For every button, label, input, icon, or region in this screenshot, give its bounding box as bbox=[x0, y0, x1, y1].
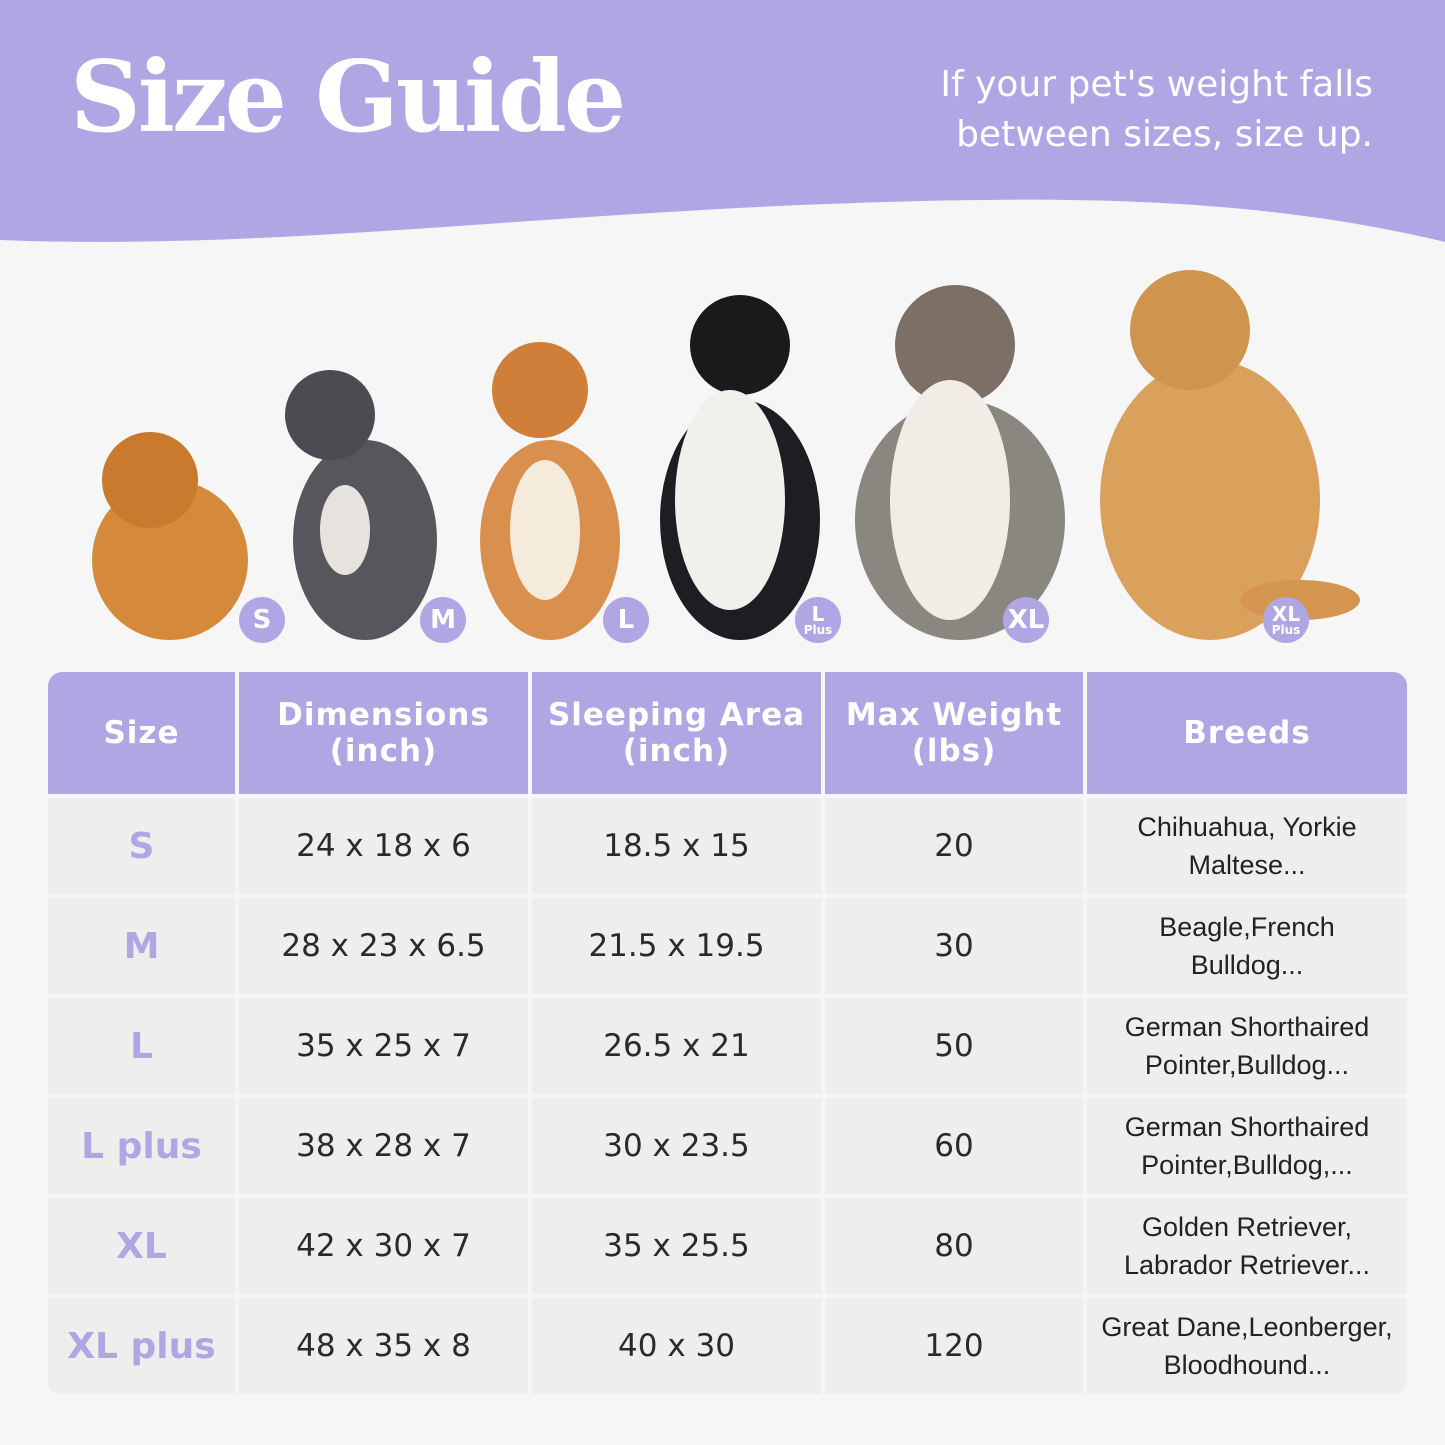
cell-size: L bbox=[48, 998, 235, 1094]
cell-dimensions: 24 x 18 x 6 bbox=[239, 798, 528, 894]
size-badge-xl: XL bbox=[1003, 597, 1049, 643]
badge-sublabel: Plus bbox=[803, 623, 833, 637]
cell-max-weight: 50 bbox=[825, 998, 1083, 1094]
header-unit: (inch) bbox=[622, 733, 731, 769]
size-table: Size Dimensions (inch) Sleeping Area (inch… bbox=[44, 668, 1411, 1398]
table-row: XL 42 x 30 x 7 35 x 25.5 80 Golden Retriever… bbox=[48, 1198, 1407, 1294]
size-badge-l: L bbox=[603, 597, 649, 643]
cell-max-weight: 80 bbox=[825, 1198, 1083, 1294]
breeds-line: Maltese... bbox=[1188, 850, 1306, 880]
breeds-line: Beagle,French bbox=[1159, 912, 1335, 942]
badge-label: S bbox=[252, 605, 272, 635]
table-header-row: Size Dimensions (inch) Sleeping Area (inch… bbox=[48, 672, 1407, 794]
header-size: Size bbox=[48, 672, 235, 794]
badge-label: M bbox=[430, 605, 456, 635]
cell-size: XL bbox=[48, 1198, 235, 1294]
breeds-line: Great Dane,Leonberger, bbox=[1101, 1312, 1393, 1342]
dog-golden-retriever bbox=[1100, 270, 1360, 640]
cell-max-weight: 60 bbox=[825, 1098, 1083, 1194]
header-max-weight: Max Weight (lbs) bbox=[825, 672, 1083, 794]
table-row: L 35 x 25 x 7 26.5 x 21 50 German Shorthaire… bbox=[48, 998, 1407, 1094]
dog-border-collie bbox=[660, 295, 820, 640]
header-banner bbox=[0, 0, 1445, 242]
badge-label: XL bbox=[1007, 605, 1045, 635]
cell-size: M bbox=[48, 898, 235, 994]
badge-sublabel: Plus bbox=[1271, 623, 1301, 637]
cell-dimensions: 48 x 35 x 8 bbox=[239, 1298, 528, 1394]
cell-sleeping-area: 21.5 x 19.5 bbox=[532, 898, 821, 994]
breeds-line: Pointer,Bulldog... bbox=[1144, 1050, 1350, 1080]
dog-australian-shepherd bbox=[855, 285, 1065, 640]
header-label: Size bbox=[103, 715, 180, 751]
cell-sleeping-area: 18.5 x 15 bbox=[532, 798, 821, 894]
tip-line: If your pet's weight falls bbox=[940, 64, 1373, 105]
cell-breeds: Great Dane,Leonberger, Bloodhound... bbox=[1087, 1298, 1407, 1394]
cell-sleeping-area: 35 x 25.5 bbox=[532, 1198, 821, 1294]
cell-size: XL plus bbox=[48, 1298, 235, 1394]
page-title: Size Guide bbox=[70, 40, 626, 155]
breeds-line: Bloodhound... bbox=[1163, 1350, 1331, 1380]
header-breeds: Breeds bbox=[1087, 672, 1407, 794]
cell-sleeping-area: 30 x 23.5 bbox=[532, 1098, 821, 1194]
size-badge-l-plus: L Plus bbox=[795, 597, 841, 643]
cell-dimensions: 35 x 25 x 7 bbox=[239, 998, 528, 1094]
header-label: Breeds bbox=[1183, 715, 1311, 751]
cell-max-weight: 30 bbox=[825, 898, 1083, 994]
header-label: Max Weight bbox=[845, 697, 1063, 733]
header-label: Sleeping Area bbox=[547, 697, 806, 733]
cell-size: L plus bbox=[48, 1098, 235, 1194]
breeds-line: Chihuahua, Yorkie bbox=[1137, 812, 1357, 842]
cell-breeds: German Shorthaired Pointer,Bulldog... bbox=[1087, 998, 1407, 1094]
dog-shiba-inu bbox=[480, 342, 620, 640]
cell-max-weight: 20 bbox=[825, 798, 1083, 894]
cell-dimensions: 38 x 28 x 7 bbox=[239, 1098, 528, 1194]
breeds-line: Golden Retriever, bbox=[1141, 1212, 1353, 1242]
header-unit: (lbs) bbox=[911, 733, 997, 769]
header-dimensions: Dimensions (inch) bbox=[239, 672, 528, 794]
header-label: Dimensions bbox=[277, 697, 490, 733]
tip-line: between sizes, size up. bbox=[956, 114, 1373, 155]
header-unit: (inch) bbox=[329, 733, 438, 769]
size-badge-xl-plus: XL Plus bbox=[1263, 597, 1309, 643]
cell-breeds: Golden Retriever, Labrador Retriever... bbox=[1087, 1198, 1407, 1294]
badge-label: L bbox=[617, 605, 635, 635]
breeds-line: German Shorthaired bbox=[1124, 1112, 1370, 1142]
breeds-line: German Shorthaired bbox=[1124, 1012, 1370, 1042]
cell-max-weight: 120 bbox=[825, 1298, 1083, 1394]
size-badge-m: M bbox=[420, 597, 466, 643]
cell-size: S bbox=[48, 798, 235, 894]
table-row: XL plus 48 x 35 x 8 40 x 30 120 Great Dane,L… bbox=[48, 1298, 1407, 1394]
cell-dimensions: 28 x 23 x 6.5 bbox=[239, 898, 528, 994]
breeds-line: Labrador Retriever... bbox=[1123, 1250, 1371, 1280]
table-row: M 28 x 23 x 6.5 21.5 x 19.5 30 Beagle,French… bbox=[48, 898, 1407, 994]
cell-sleeping-area: 40 x 30 bbox=[532, 1298, 821, 1394]
cell-sleeping-area: 26.5 x 21 bbox=[532, 998, 821, 1094]
table-row: L plus 38 x 28 x 7 30 x 23.5 60 German Short… bbox=[48, 1098, 1407, 1194]
table-row: S 24 x 18 x 6 18.5 x 15 20 Chihuahua, Yorkie… bbox=[48, 798, 1407, 894]
badge-label: XL bbox=[1271, 602, 1301, 626]
breeds-line: Bulldog... bbox=[1190, 950, 1304, 980]
sizing-tip: If your pet's weight falls between sizes… bbox=[940, 60, 1373, 160]
dog-pomeranian bbox=[92, 432, 248, 640]
badge-label: L bbox=[811, 602, 825, 626]
cell-breeds: Chihuahua, Yorkie Maltese... bbox=[1087, 798, 1407, 894]
size-badge-s: S bbox=[239, 597, 285, 643]
cell-breeds: Beagle,French Bulldog... bbox=[1087, 898, 1407, 994]
breeds-line: Pointer,Bulldog,... bbox=[1141, 1150, 1353, 1180]
cell-dimensions: 42 x 30 x 7 bbox=[239, 1198, 528, 1294]
header-sleeping-area: Sleeping Area (inch) bbox=[532, 672, 821, 794]
cell-breeds: German Shorthaired Pointer,Bulldog,... bbox=[1087, 1098, 1407, 1194]
dog-french-bulldog bbox=[285, 370, 437, 640]
dog-photos bbox=[92, 270, 1360, 640]
